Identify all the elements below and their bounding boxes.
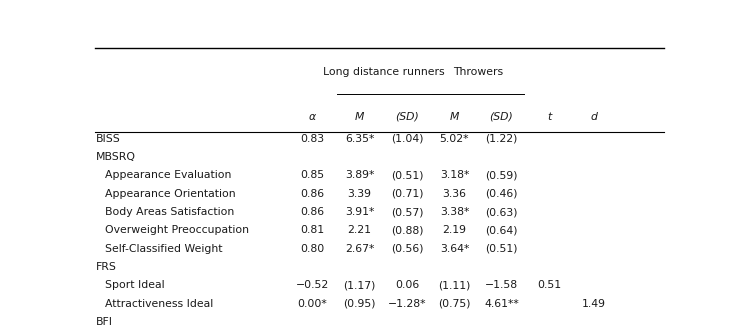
Text: 3.36: 3.36 <box>442 189 466 199</box>
Text: 5.02*: 5.02* <box>439 134 469 144</box>
Text: 2.67*: 2.67* <box>345 244 374 254</box>
Text: (1.17): (1.17) <box>344 280 376 290</box>
Text: 0.83: 0.83 <box>300 134 325 144</box>
Text: Appearance Orientation: Appearance Orientation <box>104 189 236 199</box>
Text: 3.64*: 3.64* <box>439 244 469 254</box>
Text: FRS: FRS <box>96 262 116 272</box>
Text: Self-Classified Weight: Self-Classified Weight <box>104 244 222 254</box>
Text: 3.89*: 3.89* <box>345 170 374 180</box>
Text: 3.91*: 3.91* <box>345 207 374 217</box>
Text: (0.46): (0.46) <box>485 189 518 199</box>
Text: 0.86: 0.86 <box>300 189 325 199</box>
Text: 1.49: 1.49 <box>582 299 605 309</box>
Text: M: M <box>355 112 365 122</box>
Text: 4.61**: 4.61** <box>484 299 519 309</box>
Text: (0.51): (0.51) <box>391 170 424 180</box>
Text: (0.71): (0.71) <box>391 189 424 199</box>
Text: (0.51): (0.51) <box>485 244 518 254</box>
Text: Long distance runners: Long distance runners <box>322 67 445 77</box>
Text: 6.35*: 6.35* <box>345 134 374 144</box>
Text: 2.19: 2.19 <box>442 225 466 235</box>
Text: (0.57): (0.57) <box>391 207 424 217</box>
Text: MBSRQ: MBSRQ <box>96 152 136 162</box>
Text: 0.86: 0.86 <box>300 207 325 217</box>
Text: 3.18*: 3.18* <box>439 170 469 180</box>
Text: (SD): (SD) <box>490 112 514 122</box>
Text: 0.85: 0.85 <box>300 170 325 180</box>
Text: 0.00*: 0.00* <box>297 299 328 309</box>
Text: (1.04): (1.04) <box>391 134 424 144</box>
Text: (0.59): (0.59) <box>485 170 518 180</box>
Text: 0.81: 0.81 <box>300 225 325 235</box>
Text: t: t <box>547 112 551 122</box>
Text: 3.39: 3.39 <box>348 189 372 199</box>
Text: Appearance Evaluation: Appearance Evaluation <box>104 170 231 180</box>
Text: Overweight Preoccupation: Overweight Preoccupation <box>104 225 249 235</box>
Text: 2.21: 2.21 <box>348 225 372 235</box>
Text: (0.56): (0.56) <box>391 244 424 254</box>
Text: M: M <box>450 112 459 122</box>
Text: Body Areas Satisfaction: Body Areas Satisfaction <box>104 207 234 217</box>
Text: 0.80: 0.80 <box>300 244 325 254</box>
Text: 3.38*: 3.38* <box>439 207 469 217</box>
Text: 0.51: 0.51 <box>537 280 561 290</box>
Text: −0.52: −0.52 <box>296 280 329 290</box>
Text: (0.95): (0.95) <box>343 299 376 309</box>
Text: Sport Ideal: Sport Ideal <box>104 280 165 290</box>
Text: α: α <box>309 112 316 122</box>
Text: (1.11): (1.11) <box>438 280 471 290</box>
Text: Attractiveness Ideal: Attractiveness Ideal <box>104 299 213 309</box>
Text: BISS: BISS <box>96 134 120 144</box>
Text: (SD): (SD) <box>396 112 419 122</box>
Text: (1.22): (1.22) <box>485 134 518 144</box>
Text: BFI: BFI <box>96 317 113 327</box>
Text: −1.28*: −1.28* <box>388 299 427 309</box>
Text: (0.63): (0.63) <box>485 207 518 217</box>
Text: −1.58: −1.58 <box>485 280 518 290</box>
Text: 0.06: 0.06 <box>395 280 419 290</box>
Text: Throwers: Throwers <box>453 67 503 77</box>
Text: (0.64): (0.64) <box>485 225 518 235</box>
Text: (0.75): (0.75) <box>438 299 471 309</box>
Text: d: d <box>591 112 597 122</box>
Text: (0.88): (0.88) <box>391 225 424 235</box>
